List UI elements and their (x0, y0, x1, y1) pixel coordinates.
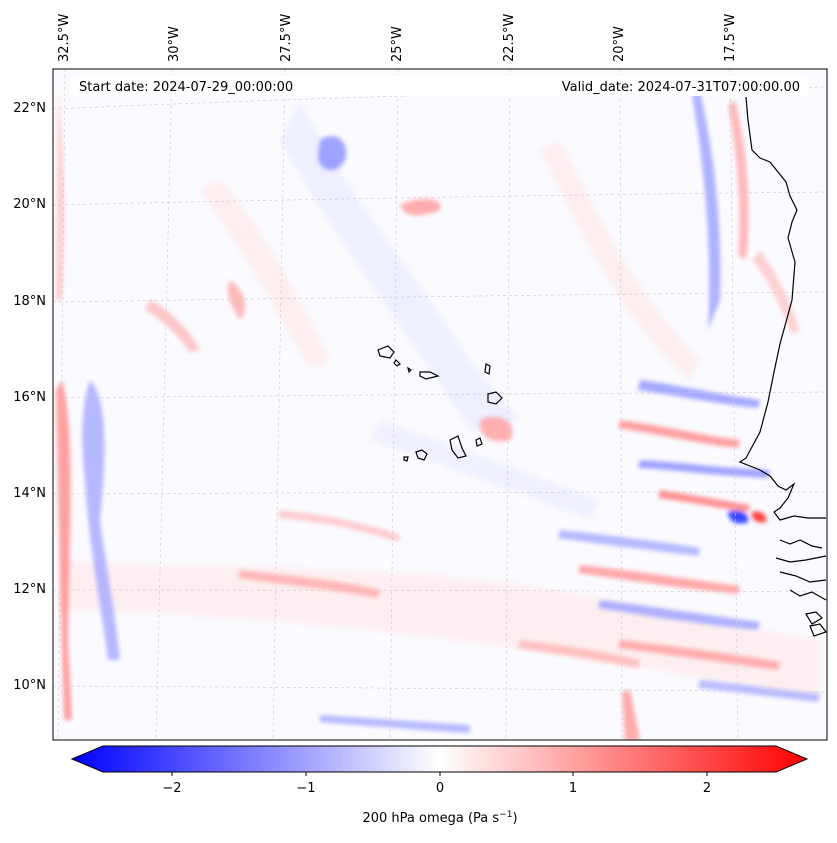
lat-label: 14°N (13, 486, 46, 501)
lon-label: 25°W (390, 26, 405, 62)
colorbar-tick-label: 2 (703, 781, 711, 796)
lon-label: 30°W (167, 26, 182, 62)
map-frame (52, 68, 828, 741)
map-panel: Start date: 2024-07-29_00:00:00 Valid_da… (52, 68, 828, 741)
lat-label: 18°N (13, 294, 46, 309)
valid-date-label: Valid_date: 2024-07-31T07:00:00.00 (562, 80, 800, 95)
lat-label: 20°N (13, 197, 46, 212)
lat-label: 22°N (13, 101, 46, 116)
longitude-labels: 32.5°W 30°W 27.5°W 25°W 22.5°W 20°W 17.5… (57, 14, 738, 62)
lat-label: 16°N (13, 390, 46, 405)
lat-label: 10°N (13, 678, 46, 693)
units: Pa s (473, 811, 499, 826)
lat-label: 12°N (13, 582, 46, 597)
lon-label: 17.5°W (723, 14, 738, 62)
units-exponent: −1 (499, 810, 512, 820)
colorbar-tick-label: −2 (162, 781, 181, 796)
lon-label: 27.5°W (279, 14, 294, 62)
start-date-label: Start date: 2024-07-29_00:00:00 (79, 80, 293, 95)
colorbar-tick-label: 0 (436, 781, 444, 796)
date-banner (70, 76, 808, 96)
lon-label: 22.5°W (502, 14, 517, 62)
colorbar-tick-label: −1 (296, 781, 315, 796)
colorbar-label: 200 hPa omega (Pa s−1) (362, 810, 517, 826)
cape-verde-islands (377, 345, 503, 462)
variable-name: 200 hPa omega (362, 811, 463, 826)
colorbar-bar (70, 745, 809, 773)
latitude-labels: 22°N 20°N 18°N 16°N 14°N 12°N 10°N (13, 101, 46, 693)
graticule (53, 69, 827, 740)
omega-field (56, 90, 820, 740)
colorbar: −2 −1 0 1 2 200 hPa omega (Pa s−1) (70, 745, 809, 826)
lon-label: 32.5°W (57, 14, 72, 62)
colorbar-ticks: −2 −1 0 1 2 (162, 772, 711, 796)
lon-label: 20°W (612, 26, 627, 62)
colorbar-tick-label: 1 (569, 781, 577, 796)
coastlines (738, 96, 827, 637)
